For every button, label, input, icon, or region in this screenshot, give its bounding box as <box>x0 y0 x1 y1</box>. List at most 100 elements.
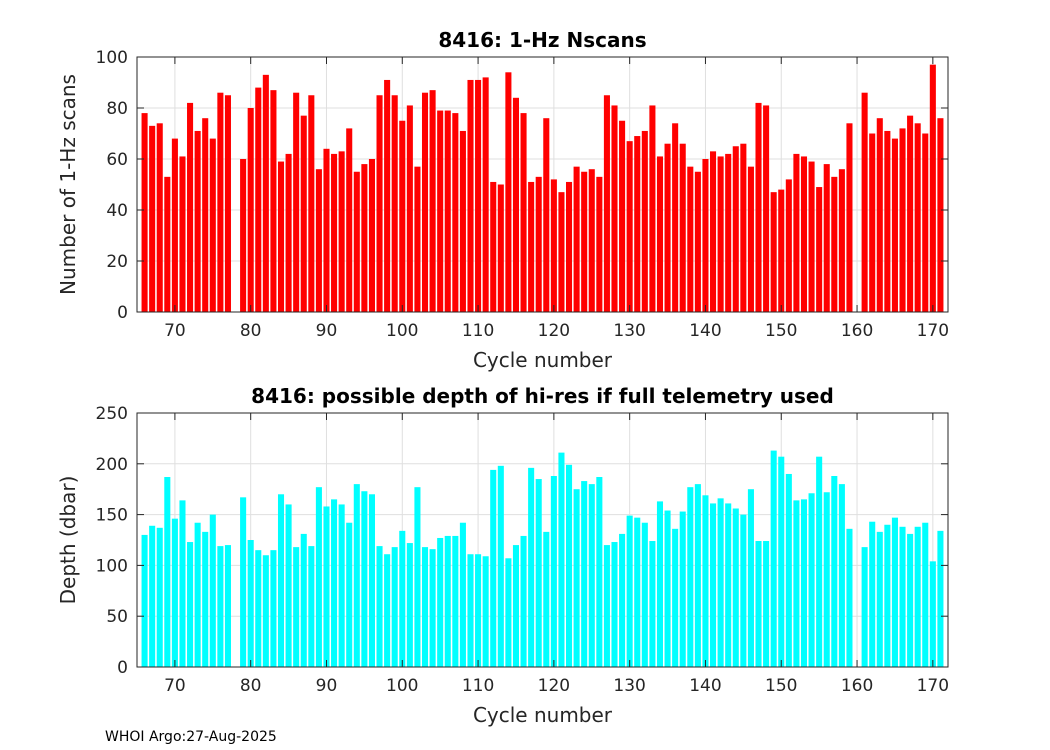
depth-bar-cycle-127 <box>603 545 610 667</box>
nscans-x-tick-label: 90 <box>316 321 338 341</box>
nscans-bar-cycle-97 <box>376 95 383 312</box>
chart-depth: 70 80 90 100 110 120 130 140 150 160 170 0 50 100 150 2… <box>56 384 949 727</box>
nscans-y-tick-label: 80 <box>106 99 128 119</box>
depth-bar-cycle-86 <box>293 547 300 667</box>
nscans-bar-cycle-92 <box>338 151 345 312</box>
depth-bar-cycle-120 <box>550 475 557 667</box>
depth-y-tick-label: 200 <box>96 455 128 475</box>
nscans-bar-cycle-140 <box>702 159 709 312</box>
nscans-bar-cycle-107 <box>452 113 459 312</box>
nscans-bar-cycle-113 <box>497 184 504 312</box>
nscans-bar-cycle-69 <box>164 176 171 312</box>
nscans-bar-cycle-156 <box>823 164 830 312</box>
nscans-bar-cycle-86 <box>293 92 300 312</box>
nscans-bar-cycle-150 <box>778 189 785 312</box>
nscans-bar-cycle-151 <box>785 179 792 312</box>
nscans-bar-cycle-167 <box>907 115 914 313</box>
nscans-y-tick-label: 60 <box>106 150 128 170</box>
depth-x-tick-label: 100 <box>386 676 418 696</box>
nscans-bar-cycle-142 <box>717 156 724 312</box>
nscans-bar-cycle-123 <box>573 166 580 312</box>
chart-depth-y-axis-label: Depth (dbar) <box>56 476 80 605</box>
depth-bar-cycle-116 <box>520 535 527 667</box>
depth-bar-cycle-138 <box>687 487 694 667</box>
chart-depth-bars <box>141 450 944 667</box>
depth-bar-cycle-142 <box>717 498 724 667</box>
nscans-bar-cycle-148 <box>763 105 770 312</box>
depth-bar-cycle-168 <box>914 526 921 667</box>
depth-bar-cycle-72 <box>187 542 194 667</box>
nscans-bar-cycle-145 <box>740 143 747 312</box>
nscans-bar-cycle-162 <box>869 133 876 312</box>
nscans-bar-cycle-80 <box>247 108 254 312</box>
nscans-bar-cycle-169 <box>922 133 929 312</box>
depth-bar-cycle-124 <box>581 481 588 667</box>
nscans-bar-cycle-139 <box>694 171 701 312</box>
nscans-bar-cycle-118 <box>535 176 542 312</box>
depth-bar-cycle-76 <box>217 546 224 667</box>
nscans-bar-cycle-102 <box>414 166 421 312</box>
nscans-bar-cycle-83 <box>270 90 277 313</box>
depth-bar-cycle-83 <box>270 550 277 667</box>
depth-bar-cycle-156 <box>823 492 830 667</box>
nscans-bar-cycle-95 <box>361 164 368 312</box>
nscans-bar-cycle-127 <box>603 95 610 312</box>
depth-bar-cycle-102 <box>414 487 421 667</box>
depth-bar-cycle-97 <box>376 546 383 667</box>
chart-nscans-bars <box>141 64 944 313</box>
depth-bar-cycle-71 <box>179 500 186 667</box>
depth-bar-cycle-80 <box>247 540 254 667</box>
depth-bar-cycle-88 <box>308 546 315 667</box>
depth-bar-cycle-110 <box>475 554 482 667</box>
depth-bar-cycle-147 <box>755 541 762 667</box>
depth-bar-cycle-77 <box>224 545 231 667</box>
nscans-bar-cycle-89 <box>315 169 322 312</box>
depth-bar-cycle-135 <box>664 510 671 667</box>
nscans-bar-cycle-159 <box>846 123 853 312</box>
depth-bar-cycle-100 <box>399 530 406 667</box>
nscans-bar-cycle-161 <box>861 92 868 312</box>
nscans-bar-cycle-111 <box>482 77 489 313</box>
nscans-bar-cycle-129 <box>619 120 626 312</box>
depth-x-tick-label: 150 <box>765 676 797 696</box>
nscans-bar-cycle-98 <box>384 79 391 312</box>
depth-bar-cycle-99 <box>391 547 398 667</box>
nscans-bar-cycle-77 <box>224 95 231 312</box>
depth-x-tick-label: 90 <box>316 676 338 696</box>
depth-bar-cycle-150 <box>778 456 785 667</box>
depth-bar-cycle-148 <box>763 541 770 667</box>
depth-bar-cycle-158 <box>838 484 845 667</box>
depth-x-tick-label: 170 <box>917 676 949 696</box>
chart-depth-title: 8416: possible depth of hi-res if full t… <box>251 384 834 408</box>
nscans-bar-cycle-131 <box>634 136 641 312</box>
nscans-bar-cycle-90 <box>323 148 330 312</box>
nscans-bar-cycle-146 <box>747 166 754 312</box>
nscans-x-tick-label: 130 <box>613 321 645 341</box>
depth-x-tick-label: 160 <box>841 676 873 696</box>
depth-bar-cycle-122 <box>565 464 573 667</box>
nscans-x-tick-label: 160 <box>841 321 873 341</box>
nscans-bar-cycle-137 <box>679 143 686 312</box>
depth-bar-cycle-129 <box>619 533 626 667</box>
nscans-bar-cycle-76 <box>217 92 224 312</box>
nscans-bar-cycle-105 <box>437 110 444 312</box>
depth-bar-cycle-153 <box>800 499 808 667</box>
depth-bar-cycle-114 <box>505 558 512 667</box>
depth-bar-cycle-145 <box>740 514 747 667</box>
depth-bar-cycle-165 <box>891 517 898 667</box>
nscans-bar-cycle-143 <box>725 153 732 312</box>
nscans-x-tick-label: 150 <box>765 321 797 341</box>
depth-bar-cycle-68 <box>156 527 163 667</box>
nscans-bar-cycle-170 <box>929 64 936 313</box>
depth-bar-cycle-166 <box>899 526 906 667</box>
depth-y-tick-label: 50 <box>106 607 128 627</box>
nscans-bar-cycle-120 <box>550 179 557 312</box>
nscans-bar-cycle-117 <box>528 181 535 312</box>
nscans-bar-cycle-84 <box>277 161 285 312</box>
nscans-bar-cycle-110 <box>475 79 482 312</box>
nscans-bar-cycle-109 <box>467 79 474 312</box>
nscans-y-tick-label: 20 <box>106 252 128 272</box>
depth-bar-cycle-162 <box>869 521 876 667</box>
nscans-bar-cycle-164 <box>884 130 891 312</box>
depth-bar-cycle-109 <box>467 554 474 667</box>
